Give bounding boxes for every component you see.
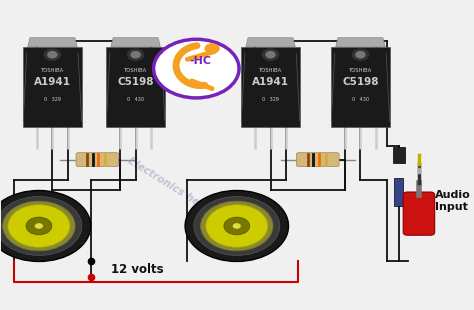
Text: 0   329: 0 329 [262,97,279,102]
FancyBboxPatch shape [106,47,165,127]
FancyBboxPatch shape [241,47,300,127]
Circle shape [154,39,239,98]
FancyBboxPatch shape [393,147,404,163]
Circle shape [356,52,365,58]
Text: Audio
Input: Audio Input [435,190,470,212]
Text: Electronics help care: Electronics help care [126,156,235,228]
Polygon shape [111,38,160,47]
Circle shape [128,49,144,60]
Circle shape [224,217,250,235]
Text: -HC: -HC [189,56,211,66]
Text: 0   430: 0 430 [127,97,144,102]
FancyBboxPatch shape [331,47,390,127]
Circle shape [194,197,280,255]
Circle shape [35,223,43,229]
Text: C5198: C5198 [118,78,154,87]
FancyBboxPatch shape [296,153,339,166]
Circle shape [352,49,369,60]
Text: TOSHIBA: TOSHIBA [41,68,64,73]
Circle shape [26,217,52,235]
Circle shape [263,49,279,60]
Circle shape [3,201,75,251]
Text: TOSHIBA: TOSHIBA [349,68,372,73]
Text: C5198: C5198 [342,78,379,87]
Circle shape [48,52,57,58]
Circle shape [204,43,220,54]
Circle shape [0,197,82,255]
Polygon shape [27,38,77,47]
Text: A1941: A1941 [252,78,289,87]
Text: 12 volts: 12 volts [111,263,164,276]
Circle shape [44,49,61,60]
Circle shape [8,205,70,247]
Text: TOSHIBA: TOSHIBA [259,68,282,73]
FancyBboxPatch shape [76,153,119,166]
Polygon shape [336,38,385,47]
Circle shape [185,190,289,261]
Text: 0   329: 0 329 [44,97,61,102]
Text: TOSHIBA: TOSHIBA [124,68,147,73]
Circle shape [206,205,268,247]
Circle shape [201,201,273,251]
FancyBboxPatch shape [23,47,82,127]
FancyBboxPatch shape [394,178,403,206]
Text: A1941: A1941 [34,78,71,87]
Circle shape [0,190,91,261]
Polygon shape [246,38,295,47]
Circle shape [266,52,275,58]
Circle shape [131,52,140,58]
Text: 0   430: 0 430 [352,97,369,102]
Circle shape [233,223,241,229]
FancyBboxPatch shape [403,192,435,235]
